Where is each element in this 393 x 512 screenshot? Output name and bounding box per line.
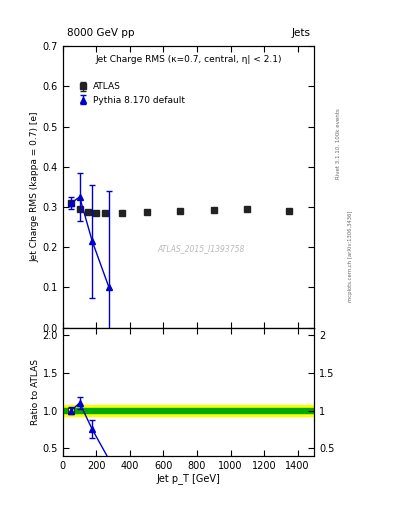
Bar [63, 408, 314, 413]
Text: mcplots.cern.ch [arXiv:1306.3436]: mcplots.cern.ch [arXiv:1306.3436] [348, 210, 353, 302]
Text: Jet Charge RMS (κ=0.7, central, η| < 2.1): Jet Charge RMS (κ=0.7, central, η| < 2.1… [95, 55, 282, 63]
Y-axis label: Ratio to ATLAS: Ratio to ATLAS [31, 359, 40, 424]
Legend: ATLAS, Pythia 8.170 default: ATLAS, Pythia 8.170 default [72, 79, 189, 109]
Text: Jets: Jets [292, 28, 310, 38]
Text: Rivet 3.1.10, 100k events: Rivet 3.1.10, 100k events [336, 108, 341, 179]
Y-axis label: Jet Charge RMS (kappa = 0.7) [e]: Jet Charge RMS (kappa = 0.7) [e] [31, 112, 40, 262]
X-axis label: Jet p_T [GeV]: Jet p_T [GeV] [157, 473, 220, 484]
Bar [63, 405, 314, 416]
Text: ATLAS_2015_I1393758: ATLAS_2015_I1393758 [158, 244, 245, 253]
Text: 8000 GeV pp: 8000 GeV pp [67, 28, 134, 38]
